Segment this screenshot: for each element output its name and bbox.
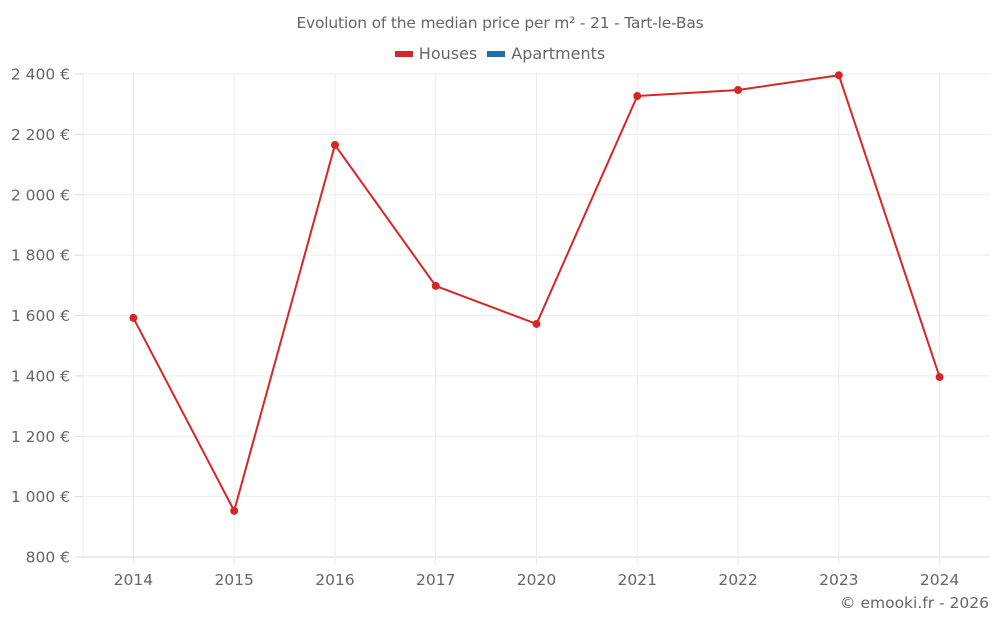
x-tick-label: 2023	[819, 571, 858, 589]
x-tick-label: 2017	[416, 571, 455, 589]
x-tick-label: 2022	[718, 571, 757, 589]
y-tick-label: 1 000 €	[11, 488, 70, 506]
x-tick-label: 2016	[315, 571, 354, 589]
legend-item-houses[interactable]: Houses	[394, 44, 478, 63]
legend-label-apartments: Apartments	[511, 44, 606, 63]
y-tick-label: 2 400 €	[11, 66, 70, 84]
chart-title: Evolution of the median price per m² - 2…	[296, 14, 704, 32]
data-point[interactable]	[834, 71, 843, 80]
data-point[interactable]	[330, 140, 339, 149]
y-tick-label: 1 600 €	[11, 307, 70, 325]
data-point[interactable]	[633, 92, 642, 101]
data-point[interactable]	[129, 313, 138, 322]
y-tick-label: 800 €	[26, 549, 70, 567]
x-tick-label: 2024	[920, 571, 959, 589]
y-tick-label: 1 800 €	[11, 247, 70, 265]
x-tick-label: 2021	[618, 571, 657, 589]
data-point[interactable]	[935, 373, 944, 382]
grid-lines	[75, 73, 990, 565]
y-axis: 800 € 1 000 € 1 200 € 1 400 € 1 600 € 1 800 €…	[11, 66, 70, 567]
x-tick-label: 2014	[114, 571, 153, 589]
chart-legend: Houses Apartments	[0, 44, 1000, 63]
y-tick-label: 1 400 €	[11, 367, 70, 385]
houses-series	[129, 71, 944, 515]
data-point[interactable]	[230, 506, 239, 515]
data-point[interactable]	[431, 281, 440, 290]
y-tick-label: 1 200 €	[11, 428, 70, 446]
credit-text: © emooki.fr - 2026	[840, 594, 989, 612]
legend-item-apartments[interactable]: Apartments	[487, 44, 605, 63]
legend-label-houses: Houses	[418, 44, 478, 63]
x-axis: 2014 2015 2016 2017 2020 2021 2022 2023 2024	[114, 571, 960, 589]
x-tick-label: 2015	[214, 571, 253, 589]
apartments-swatch-icon	[487, 50, 506, 57]
data-point[interactable]	[734, 85, 743, 94]
x-tick-label: 2020	[517, 571, 556, 589]
y-tick-label: 2 200 €	[11, 126, 70, 144]
houses-swatch-icon	[394, 50, 413, 57]
y-tick-label: 2 000 €	[11, 186, 70, 204]
data-point[interactable]	[532, 319, 541, 328]
